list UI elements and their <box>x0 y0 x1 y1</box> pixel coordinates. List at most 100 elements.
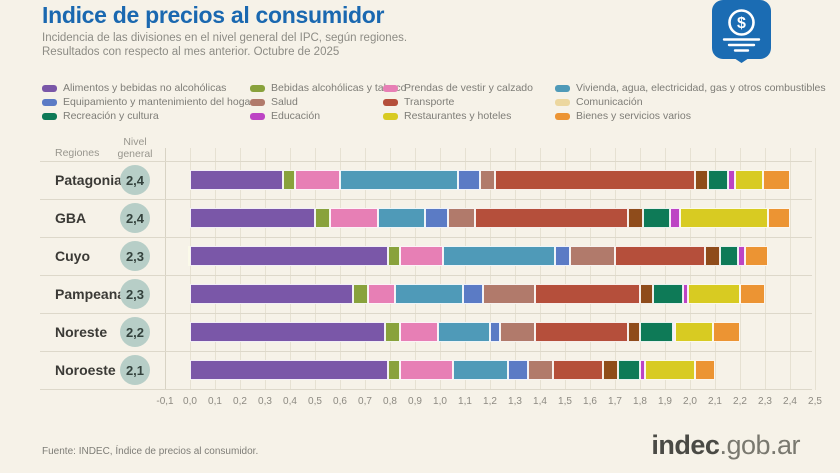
x-tick-label: 0,3 <box>258 396 272 407</box>
x-tick-label: 1,8 <box>633 396 647 407</box>
x-tick-label: 1,9 <box>658 396 672 407</box>
legend-item: Restaurantes y hoteles <box>383 110 511 122</box>
gridline <box>590 148 591 390</box>
x-tick-label: 0,4 <box>283 396 297 407</box>
gridline <box>390 148 391 390</box>
bar-segment <box>495 170 695 190</box>
bar-segment <box>387 360 400 380</box>
gridline <box>290 148 291 390</box>
nivel-general-badge: 2,2 <box>120 317 150 347</box>
bar-segment <box>535 322 628 342</box>
row-separator <box>40 313 812 314</box>
bar-segment <box>727 170 735 190</box>
nivel-general-badge: 2,4 <box>120 165 150 195</box>
bar-segment <box>640 360 645 380</box>
bar-track <box>165 284 815 304</box>
bar-segment <box>462 284 483 304</box>
legend-item: Equipamiento y mantenimiento del hogar <box>42 96 254 108</box>
row-separator <box>40 389 812 390</box>
legend-item: Transporte <box>383 96 454 108</box>
subtitle-line-1: Incidencia de las divisiones en el nivel… <box>42 32 408 44</box>
legend-label: Prendas de vestir y calzado <box>404 82 533 94</box>
gridline <box>790 148 791 390</box>
subtitle-line-2: Resultados con respecto al mes anterior.… <box>42 46 340 58</box>
gridline <box>490 148 491 390</box>
bar-segment <box>707 170 728 190</box>
region-label: Pampeana <box>55 286 126 302</box>
bar-segment <box>527 360 553 380</box>
legend-swatch-icon <box>383 84 398 92</box>
nivel-general-badge: 2,3 <box>120 279 150 309</box>
legend-label: Restaurantes y hoteles <box>404 110 512 122</box>
legend-swatch-icon <box>555 84 570 92</box>
gridline <box>340 148 341 390</box>
indec-ipc-badge-icon: $ <box>712 0 771 68</box>
bar-segment <box>187 246 190 266</box>
bar-segment <box>295 170 340 190</box>
indec-gob-ar-link[interactable]: indec.gob.ar <box>651 430 800 461</box>
bar-segment <box>190 360 388 380</box>
bar-segment <box>190 246 388 266</box>
bar-segment <box>190 322 385 342</box>
bar-segment <box>672 322 675 342</box>
page-title: Indice de precios al consumidor <box>42 2 385 28</box>
legend-label: Bienes y servicios varios <box>576 110 691 122</box>
bar-segment <box>535 284 640 304</box>
bar-segment <box>695 360 715 380</box>
bar-segment <box>737 246 745 266</box>
bar-track <box>165 322 815 342</box>
gridline <box>215 148 216 390</box>
row-separator <box>40 199 812 200</box>
gridline <box>715 148 716 390</box>
gridline <box>315 148 316 390</box>
bar-segment <box>507 360 528 380</box>
column-header-nivel-general: Nivel general <box>117 136 153 160</box>
bar-segment <box>740 284 765 304</box>
source-note: Fuente: INDEC, Índice de precios al cons… <box>42 446 259 457</box>
x-tick-label: 2,2 <box>733 396 747 407</box>
bar-segment <box>712 322 740 342</box>
legend-label: Alimentos y bebidas no alcohólicas <box>63 82 227 94</box>
gridline <box>440 148 441 390</box>
x-tick-label: 0,7 <box>358 396 372 407</box>
x-tick-label: 0,6 <box>333 396 347 407</box>
gridline <box>190 148 191 390</box>
page-subtitle: Incidencia de las divisiones en el nivel… <box>42 31 407 59</box>
x-tick-label: 2,4 <box>783 396 797 407</box>
legend-label: Salud <box>271 96 298 108</box>
bar-segment <box>627 208 643 228</box>
legend-label: Recreación y cultura <box>63 110 159 122</box>
region-label: Patagonia <box>55 172 122 188</box>
legend-label: Educación <box>271 110 321 122</box>
legend-swatch-icon <box>42 98 57 106</box>
legend-item: Recreación y cultura <box>42 110 159 122</box>
nivel-general-badge: 2,1 <box>120 355 150 385</box>
x-tick-label: 2,5 <box>808 396 822 407</box>
region-label: Noreste <box>55 324 108 340</box>
bar-segment <box>475 208 628 228</box>
x-tick-label: 1,5 <box>558 396 572 407</box>
bar-segment <box>645 360 695 380</box>
bar-segment <box>680 208 768 228</box>
bar-segment <box>437 322 490 342</box>
x-tick-label: 0,9 <box>408 396 422 407</box>
bar-track <box>165 246 815 266</box>
bar-segment <box>640 322 673 342</box>
gridline <box>540 148 541 390</box>
bar-segment <box>735 170 763 190</box>
bar-segment <box>352 284 368 304</box>
bar-segment <box>330 208 378 228</box>
bar-segment <box>705 246 720 266</box>
gridline <box>815 148 816 390</box>
legend-item: Educación <box>250 110 320 122</box>
bar-segment <box>642 208 670 228</box>
bar-segment <box>500 322 535 342</box>
bar-segment <box>367 284 395 304</box>
region-label: Cuyo <box>55 248 90 264</box>
x-tick-label: 2,0 <box>683 396 697 407</box>
gridline <box>415 148 416 390</box>
bar-segment <box>615 246 705 266</box>
gridline <box>565 148 566 390</box>
legend-item: Vivienda, agua, electricidad, gas y otro… <box>555 82 826 94</box>
